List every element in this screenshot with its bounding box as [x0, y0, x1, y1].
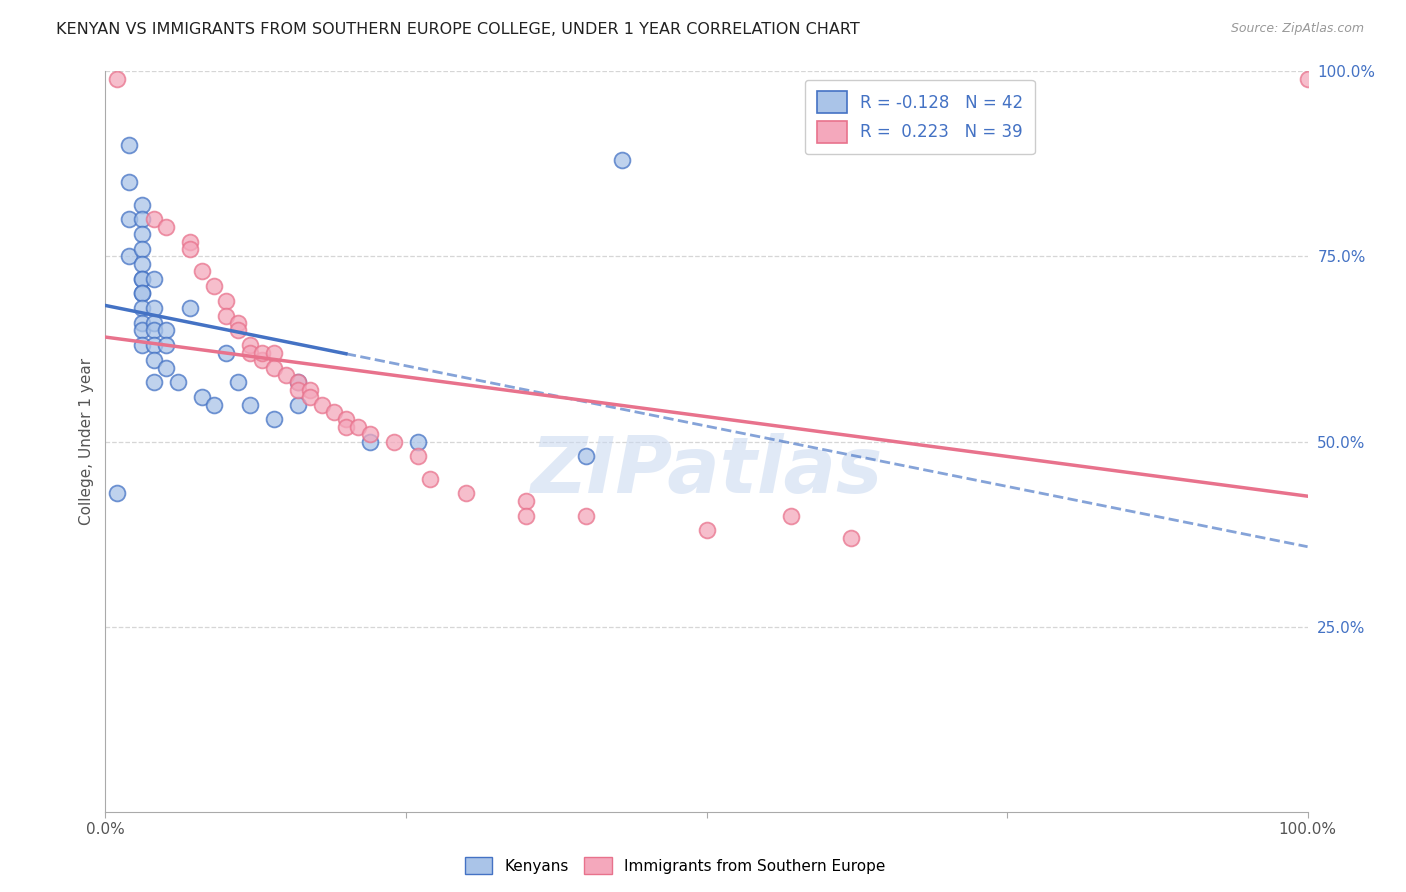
Point — [406, 450, 429, 464]
Point — [179, 235, 201, 249]
Point — [118, 138, 141, 153]
Point — [515, 508, 537, 523]
Point — [226, 376, 249, 390]
Point — [322, 405, 344, 419]
Text: Source: ZipAtlas.com: Source: ZipAtlas.com — [1230, 22, 1364, 36]
Point — [118, 212, 141, 227]
Point — [179, 242, 201, 256]
Text: KENYAN VS IMMIGRANTS FROM SOUTHERN EUROPE COLLEGE, UNDER 1 YEAR CORRELATION CHAR: KENYAN VS IMMIGRANTS FROM SOUTHERN EUROP… — [56, 22, 860, 37]
Point — [131, 271, 153, 285]
Point — [696, 524, 718, 538]
Point — [298, 390, 321, 404]
Point — [612, 153, 634, 168]
Point — [779, 508, 801, 523]
Point — [118, 250, 141, 264]
Point — [131, 257, 153, 271]
Point — [250, 345, 273, 359]
Point — [142, 301, 165, 316]
Point — [190, 264, 212, 278]
Point — [142, 324, 165, 338]
Point — [155, 324, 177, 338]
Point — [335, 419, 357, 434]
Point — [263, 360, 285, 375]
Point — [575, 508, 598, 523]
Point — [179, 301, 201, 316]
Point — [298, 383, 321, 397]
Point — [839, 531, 862, 545]
Point — [250, 353, 273, 368]
Point — [287, 376, 309, 390]
Point — [239, 338, 262, 352]
Point — [359, 434, 381, 449]
Point — [131, 227, 153, 242]
Point — [274, 368, 297, 382]
Point — [1296, 71, 1319, 86]
Point — [131, 271, 153, 285]
Point — [155, 219, 177, 234]
Point — [311, 398, 333, 412]
Point — [263, 345, 285, 359]
Point — [190, 390, 212, 404]
Legend: Kenyans, Immigrants from Southern Europe: Kenyans, Immigrants from Southern Europe — [458, 851, 891, 880]
Point — [419, 471, 441, 485]
Point — [239, 345, 262, 359]
Point — [287, 398, 309, 412]
Point — [131, 286, 153, 301]
Point — [287, 376, 309, 390]
Point — [166, 376, 188, 390]
Point — [107, 486, 129, 500]
Y-axis label: College, Under 1 year: College, Under 1 year — [79, 358, 94, 525]
Point — [107, 71, 129, 86]
Point — [335, 412, 357, 426]
Point — [382, 434, 405, 449]
Point — [118, 175, 141, 190]
Point — [226, 324, 249, 338]
Point — [142, 212, 165, 227]
Point — [202, 398, 225, 412]
Point — [214, 345, 236, 359]
Point — [131, 286, 153, 301]
Point — [155, 360, 177, 375]
Point — [131, 301, 153, 316]
Point — [142, 353, 165, 368]
Point — [131, 316, 153, 330]
Point — [406, 434, 429, 449]
Point — [142, 338, 165, 352]
Point — [142, 316, 165, 330]
Point — [575, 450, 598, 464]
Point — [347, 419, 370, 434]
Point — [142, 376, 165, 390]
Point — [263, 412, 285, 426]
Point — [131, 324, 153, 338]
Point — [226, 316, 249, 330]
Text: ZIPatlas: ZIPatlas — [530, 434, 883, 509]
Legend: R = -0.128   N = 42, R =  0.223   N = 39: R = -0.128 N = 42, R = 0.223 N = 39 — [806, 79, 1035, 154]
Point — [131, 212, 153, 227]
Point — [202, 279, 225, 293]
Point — [155, 338, 177, 352]
Point — [287, 383, 309, 397]
Point — [131, 242, 153, 256]
Point — [239, 398, 262, 412]
Point — [214, 309, 236, 323]
Point — [142, 271, 165, 285]
Point — [454, 486, 477, 500]
Point — [131, 338, 153, 352]
Point — [131, 197, 153, 211]
Point — [359, 427, 381, 442]
Point — [515, 493, 537, 508]
Point — [214, 293, 236, 308]
